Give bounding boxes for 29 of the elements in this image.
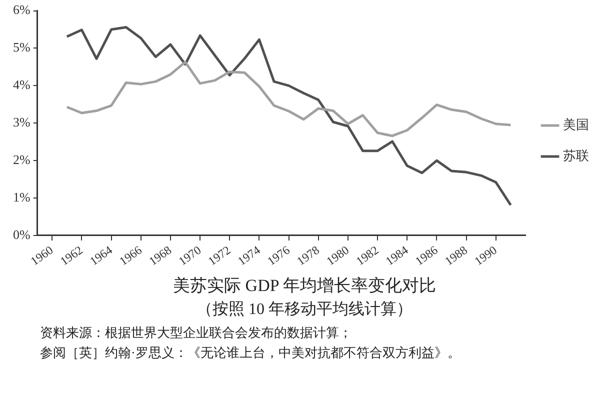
x-tick-label: 1966 (116, 242, 144, 268)
x-tick-label: 1962 (58, 242, 86, 268)
x-tick-label: 1988 (442, 242, 470, 268)
y-tick-label: 5% (12, 40, 30, 55)
x-tick-label: 1974 (235, 242, 263, 268)
legend-label: 美国 (563, 116, 589, 132)
y-tick-label: 3% (12, 114, 30, 130)
y-tick-label: 0% (12, 226, 30, 242)
y-tick-label: 2% (12, 152, 30, 167)
x-tick-label: 1984 (382, 242, 411, 268)
text: （按照 10 年移动平均线计算） (196, 300, 414, 320)
x-tick-label: 1982 (353, 242, 382, 268)
y-tick-label: 4% (12, 77, 30, 92)
y-tick-label: 1% (12, 189, 30, 204)
x-tick-label: 1960 (28, 242, 56, 268)
x-tick-label: 1980 (324, 242, 352, 268)
text: 美苏实际 GDP 年均增长率变化对比 (172, 275, 437, 297)
x-tick-label: 1990 (472, 242, 500, 268)
text: 资料来源：根据世界大型企业联合会发布的数据计算； (40, 324, 353, 342)
legend-label: 苏联 (563, 148, 589, 163)
x-tick-label: 1972 (205, 242, 234, 268)
x-tick-label: 1978 (294, 242, 322, 268)
x-tick-label: 1968 (146, 242, 174, 268)
x-tick-label: 1986 (412, 242, 440, 268)
text: 参阅［英］约翰·罗思义：《无论谁上台，中美对抗都不符合双方利益》。 (40, 344, 462, 362)
x-tick-label: 1976 (264, 242, 292, 268)
x-tick-label: 1970 (176, 242, 204, 268)
x-tick-label: 1964 (87, 242, 115, 268)
y-tick-label: 6% (12, 2, 30, 18)
